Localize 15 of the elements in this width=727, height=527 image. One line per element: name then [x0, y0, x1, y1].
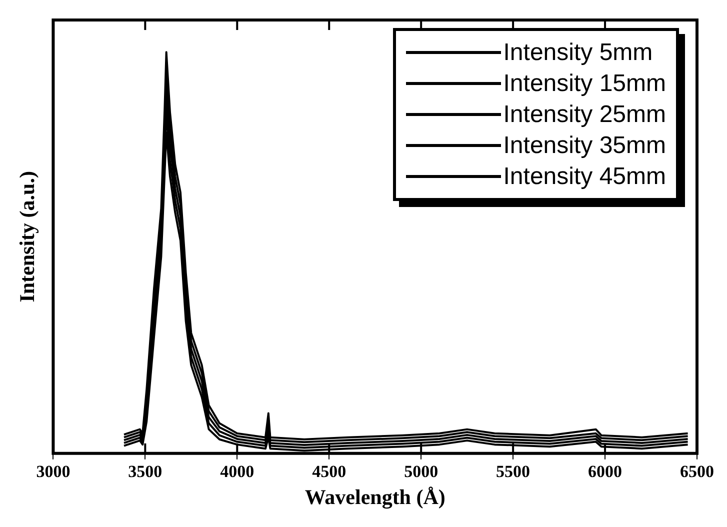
x-tick-label: 3000	[36, 462, 70, 481]
x-tick-label: 5000	[404, 462, 438, 481]
x-tick-label: 5500	[496, 462, 530, 481]
y-axis-title: Intensity (a.u.)	[15, 171, 40, 302]
legend-label: Intensity 5mm	[503, 38, 653, 66]
x-tick-label: 4500	[312, 462, 346, 481]
x-tick-label: 4000	[220, 462, 254, 481]
legend-label: Intensity 45mm	[503, 162, 666, 190]
legend-label: Intensity 35mm	[503, 132, 666, 160]
legend-label: Intensity 15mm	[503, 70, 666, 98]
legend-label: Intensity 25mm	[503, 100, 666, 128]
x-tick-label: 6000	[588, 462, 622, 481]
x-axis-title: Wavelength (Å)	[304, 484, 446, 509]
x-tick-label: 3500	[128, 462, 162, 481]
x-tick-label: 6500	[680, 462, 714, 481]
